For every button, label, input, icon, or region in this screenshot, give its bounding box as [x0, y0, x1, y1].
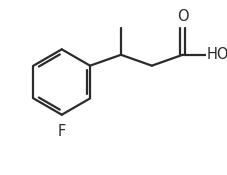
- Text: F: F: [58, 124, 66, 139]
- Text: HO: HO: [207, 47, 227, 62]
- Text: O: O: [177, 9, 189, 24]
